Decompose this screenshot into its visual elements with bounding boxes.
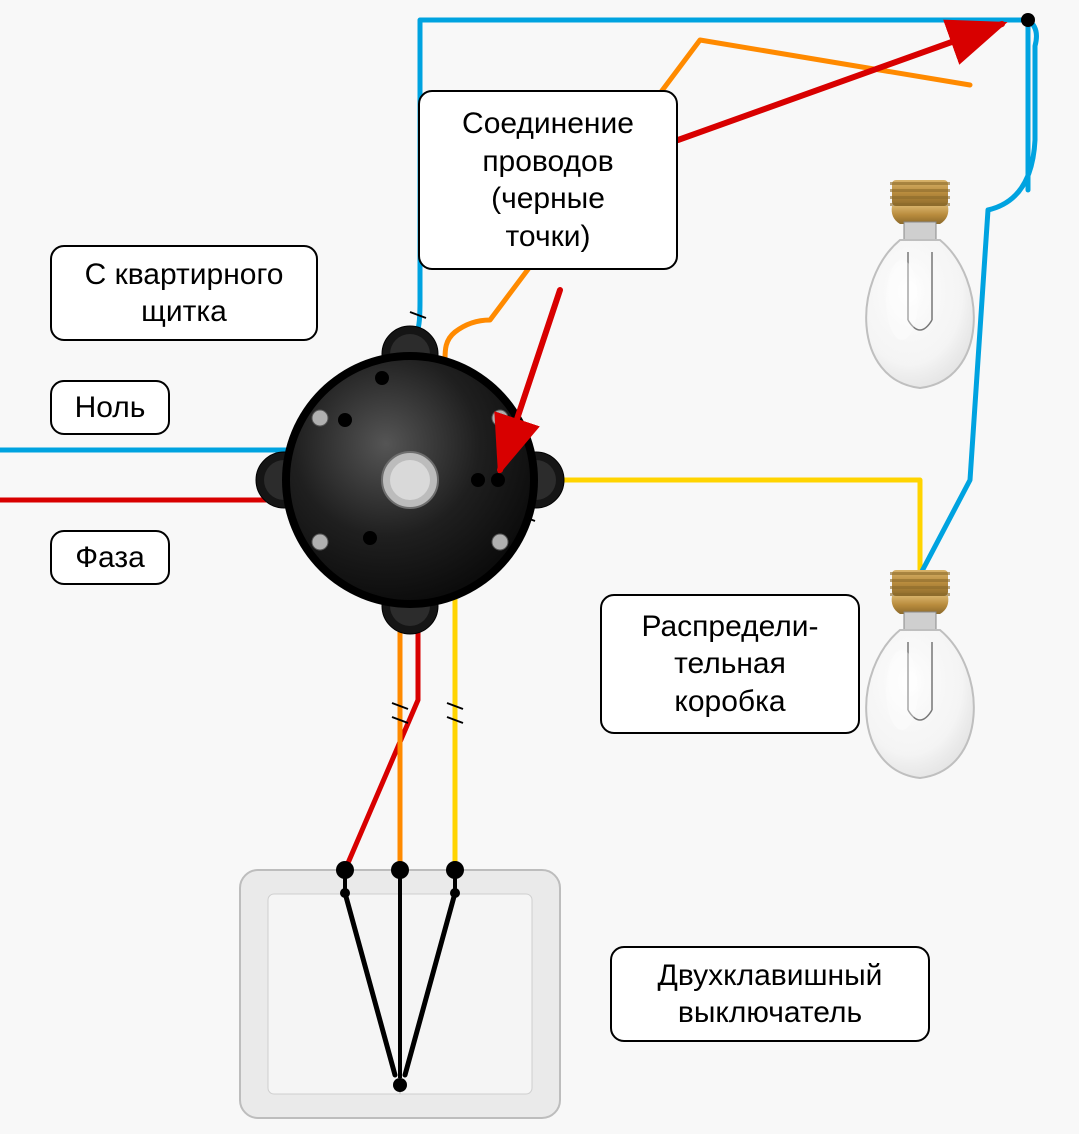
diagram-stage: Соединение проводов (черные точки) С ква… bbox=[0, 0, 1079, 1134]
label-neutral: Ноль bbox=[50, 380, 170, 435]
junction-box bbox=[256, 326, 564, 634]
label-phase: Фаза bbox=[50, 530, 170, 585]
label-wire-connection: Соединение проводов (черные точки) bbox=[418, 90, 678, 270]
label-double-switch: Двухклавишный выключатель bbox=[610, 946, 930, 1042]
label-from-panel: С квартирного щитка bbox=[50, 245, 318, 341]
label-junction-box: Распредели- тельная коробка bbox=[600, 594, 860, 734]
double-switch bbox=[240, 861, 560, 1118]
